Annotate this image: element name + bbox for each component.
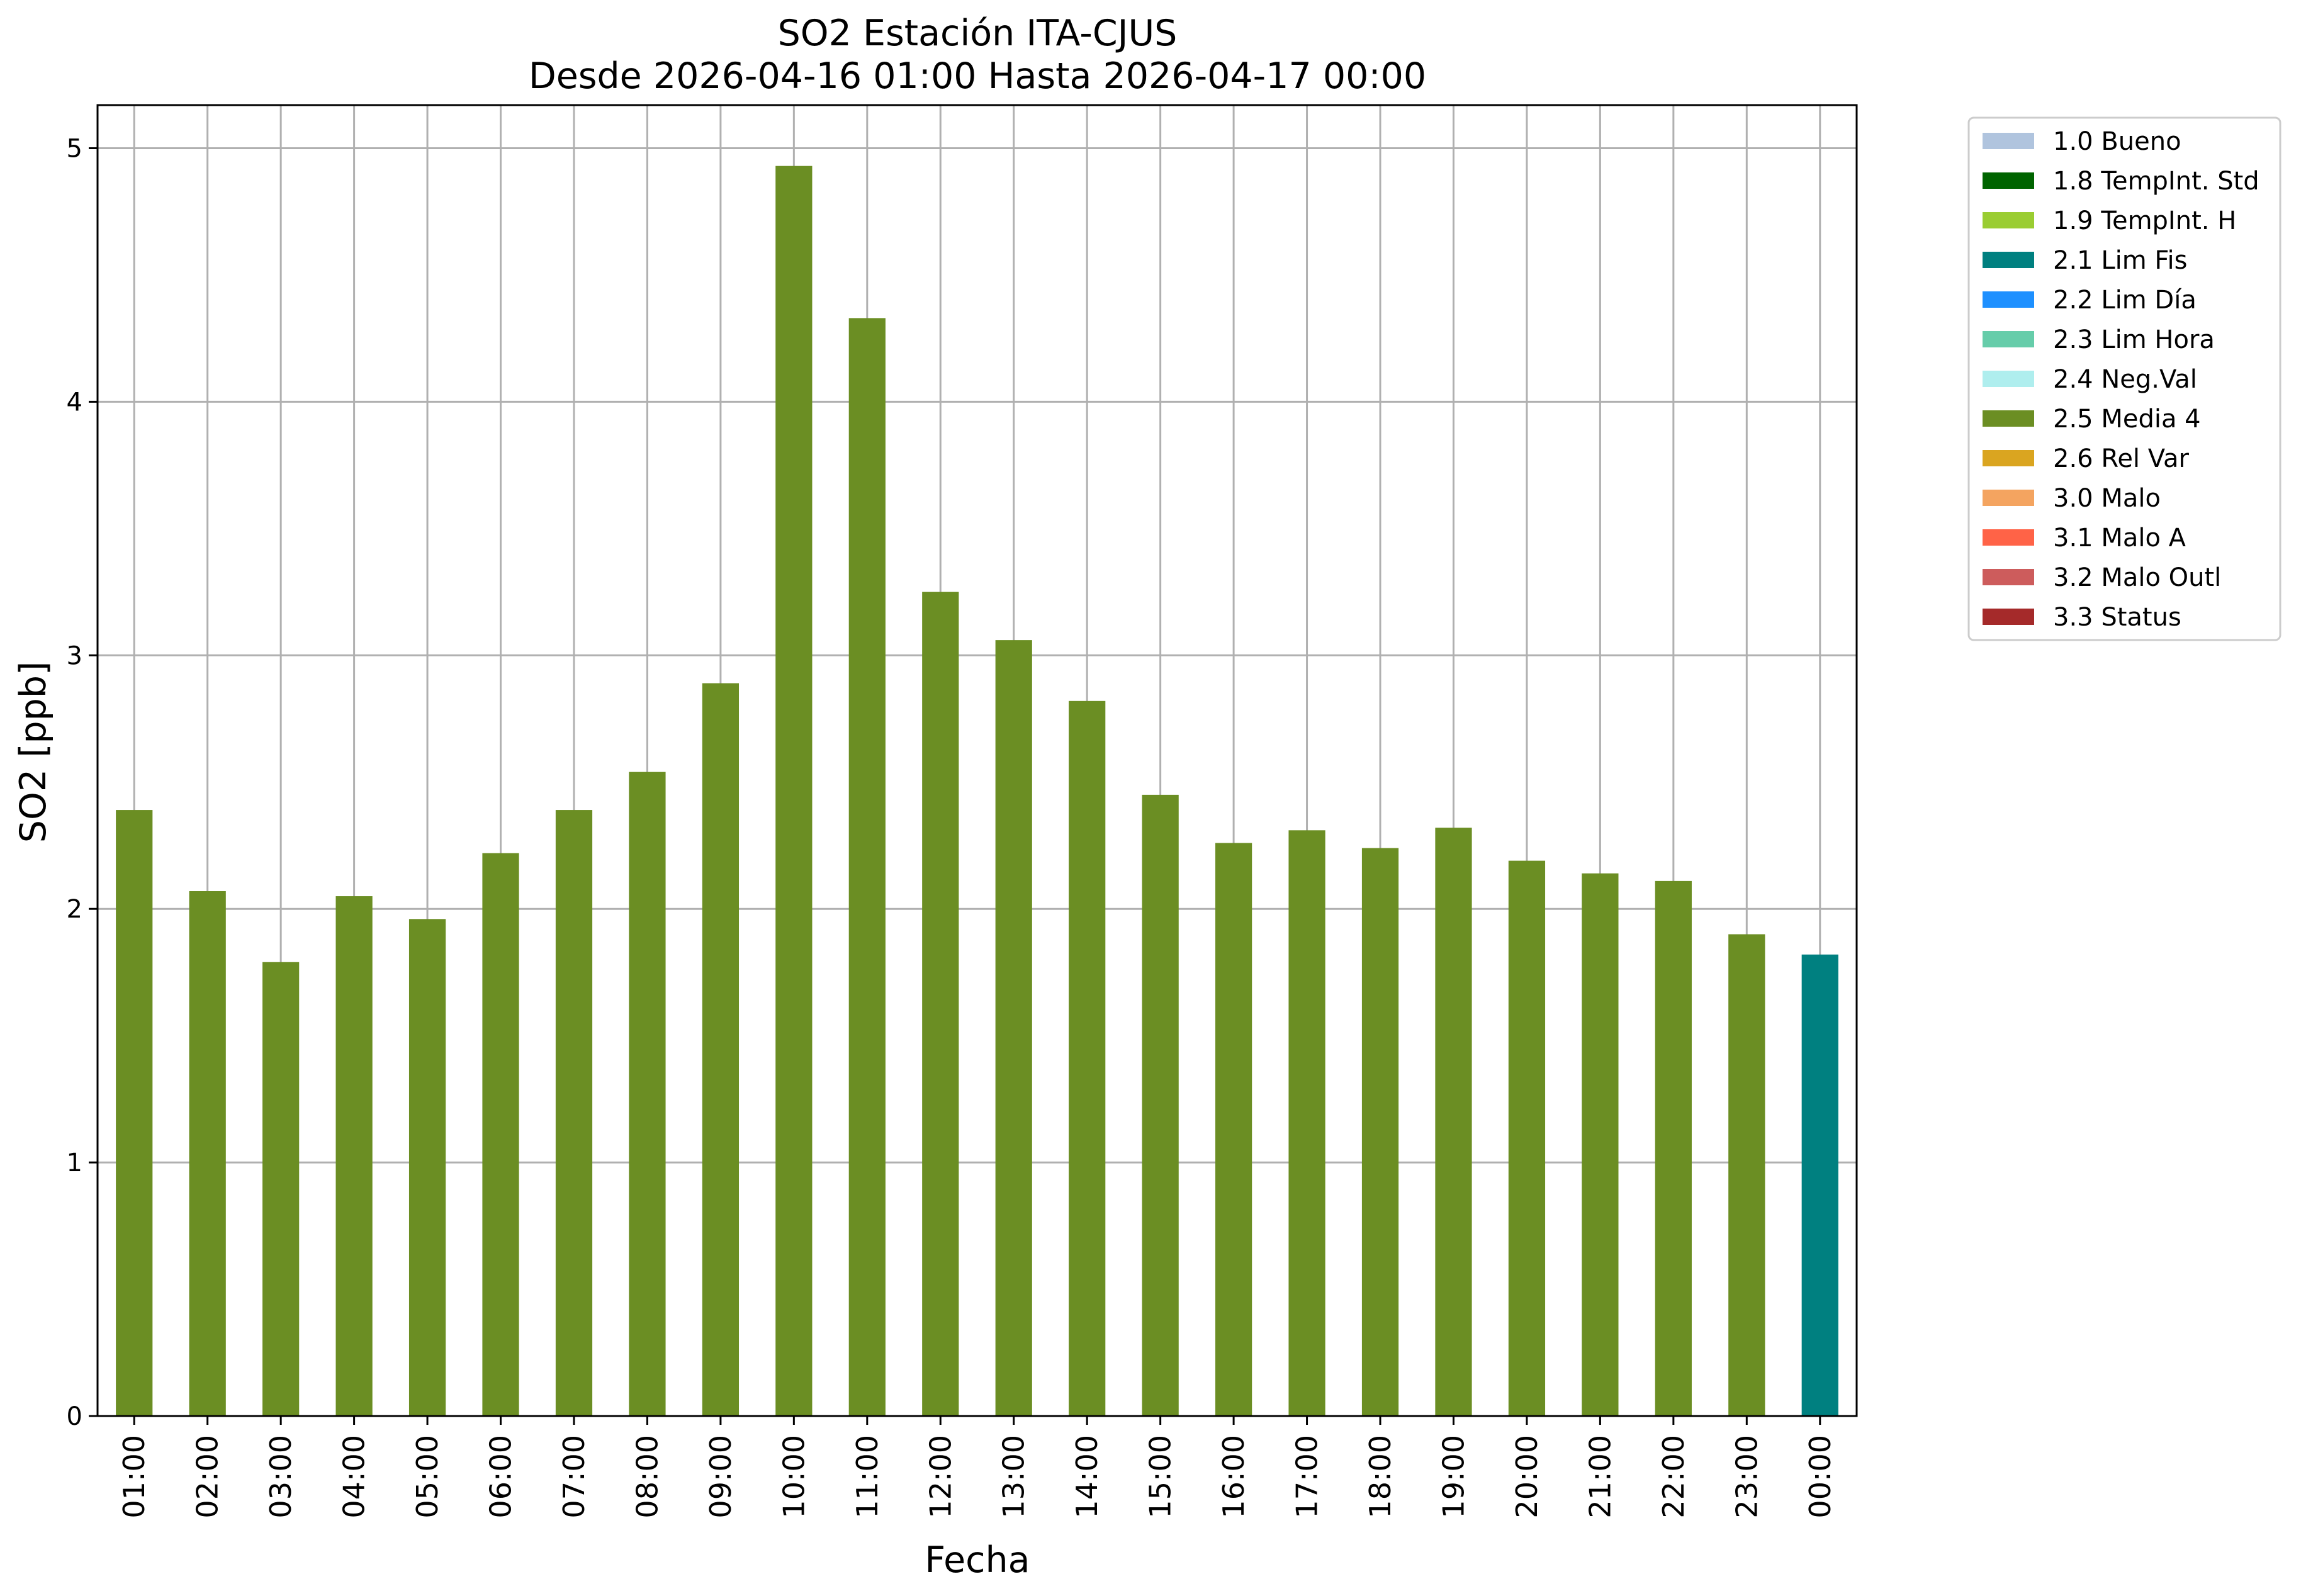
x-axis-ticks: 01:00 02:00 03:00 04:00 05:00 06:00 07:00 08:00… xyxy=(117,1416,1837,1519)
y-tick-label: 0 xyxy=(67,1402,82,1431)
bar-1700 xyxy=(1288,830,1325,1416)
legend-label: 3.1 Malo A xyxy=(2053,524,2186,553)
bar-0400 xyxy=(335,896,373,1416)
x-tick-label: 04:00 xyxy=(337,1435,371,1519)
x-tick-label: 16:00 xyxy=(1217,1435,1251,1519)
y-axis-label: SO2 [ppb] xyxy=(13,661,54,843)
legend-label: 2.2 Lim Día xyxy=(2053,286,2197,315)
legend-swatch xyxy=(1983,371,2034,387)
bar-2000 xyxy=(1508,860,1546,1416)
bar-2200 xyxy=(1655,880,1692,1416)
x-tick-label: 21:00 xyxy=(1583,1435,1617,1519)
legend-swatch xyxy=(1983,133,2034,149)
legend-swatch xyxy=(1983,331,2034,347)
bar-1600 xyxy=(1215,843,1252,1416)
x-tick-label: 22:00 xyxy=(1657,1435,1691,1519)
bar-0300 xyxy=(262,962,300,1416)
bar-2100 xyxy=(1582,873,1619,1416)
x-axis-label: Fecha xyxy=(925,1539,1030,1581)
legend-swatch xyxy=(1983,569,2034,585)
bar-1400 xyxy=(1069,700,1106,1416)
legend-swatch xyxy=(1983,291,2034,308)
x-tick-label: 19:00 xyxy=(1436,1435,1470,1519)
x-tick-label: 10:00 xyxy=(777,1435,811,1519)
x-tick-label: 15:00 xyxy=(1144,1435,1178,1519)
x-tick-label: 00:00 xyxy=(1803,1435,1837,1519)
legend-label: 2.4 Neg.Val xyxy=(2053,365,2197,394)
x-tick-label: 07:00 xyxy=(557,1435,591,1519)
legend-label: 1.8 TempInt. Std xyxy=(2053,167,2259,196)
legend-label: 3.3 Status xyxy=(2053,603,2181,632)
legend-swatch xyxy=(1983,172,2034,189)
bar-1300 xyxy=(995,640,1032,1417)
legend-swatch xyxy=(1983,490,2034,506)
legend-label: 2.5 Media 4 xyxy=(2053,405,2201,434)
legend-label: 3.0 Malo xyxy=(2053,484,2161,513)
legend-swatch xyxy=(1983,529,2034,546)
bar-0700 xyxy=(555,810,593,1416)
legend-swatch xyxy=(1983,212,2034,228)
x-tick-label: 05:00 xyxy=(410,1435,444,1519)
legend-label: 1.0 Bueno xyxy=(2053,127,2181,156)
y-tick-label: 3 xyxy=(67,641,82,670)
y-tick-label: 5 xyxy=(67,134,82,163)
bar-2300 xyxy=(1728,934,1765,1416)
x-tick-label: 06:00 xyxy=(484,1435,518,1519)
bar-0600 xyxy=(482,853,519,1416)
chart-title-line-1: SO2 Estación ITA-CJUS xyxy=(778,13,1178,54)
y-tick-label: 1 xyxy=(67,1149,82,1177)
x-tick-label: 18:00 xyxy=(1363,1435,1397,1519)
y-tick-label: 4 xyxy=(67,388,82,417)
x-tick-label: 02:00 xyxy=(191,1435,225,1519)
x-tick-label: 12:00 xyxy=(923,1435,957,1519)
x-tick-label: 14:00 xyxy=(1070,1435,1104,1519)
bar-1900 xyxy=(1435,828,1472,1416)
x-tick-label: 01:00 xyxy=(117,1435,151,1519)
legend-swatch xyxy=(1983,609,2034,625)
bars xyxy=(116,166,1838,1417)
bar-0800 xyxy=(629,772,666,1416)
bar-0900 xyxy=(702,683,740,1416)
bar-0200 xyxy=(189,891,226,1416)
bar-1000 xyxy=(775,166,813,1417)
bar-1800 xyxy=(1361,848,1399,1416)
legend-label: 2.3 Lim Hora xyxy=(2053,325,2215,354)
x-tick-label: 08:00 xyxy=(630,1435,664,1519)
legend-frame xyxy=(1967,116,2281,641)
legend-swatch xyxy=(1983,410,2034,427)
legend-label: 3.2 Malo Outl xyxy=(2053,563,2221,592)
bar-1200 xyxy=(922,592,959,1417)
legend-swatch xyxy=(1983,252,2034,268)
x-tick-label: 20:00 xyxy=(1510,1435,1544,1519)
plot-area-frame xyxy=(96,104,1858,1417)
legend-label: 2.1 Lim Fis xyxy=(2053,246,2187,275)
y-axis-ticks: 0 1 2 3 4 5 xyxy=(67,134,98,1431)
bar-0100 xyxy=(116,810,153,1416)
chart-title-line-2: Desde 2026-04-16 01:00 Hasta 2026-04-17 … xyxy=(529,55,1426,97)
x-tick-label: 11:00 xyxy=(850,1435,884,1519)
legend-items: 1.0 Bueno 1.8 TempInt. Std 1.9 TempInt. H 2… xyxy=(1983,127,2259,632)
x-tick-label: 17:00 xyxy=(1290,1435,1324,1519)
x-tick-label: 09:00 xyxy=(704,1435,738,1519)
x-tick-label: 13:00 xyxy=(997,1435,1031,1519)
legend-swatch xyxy=(1983,450,2034,466)
bar-1500 xyxy=(1142,794,1179,1416)
x-tick-label: 03:00 xyxy=(264,1435,298,1519)
bar-0000 xyxy=(1801,954,1838,1416)
legend-label: 2.6 Rel Var xyxy=(2053,444,2190,473)
legend: 1.0 Bueno 1.8 TempInt. Std 1.9 TempInt. H 2… xyxy=(1967,116,2281,641)
y-tick-label: 2 xyxy=(67,895,82,924)
x-tick-label: 23:00 xyxy=(1730,1435,1764,1519)
legend-label: 1.9 TempInt. H xyxy=(2053,206,2236,235)
bar-1100 xyxy=(848,318,886,1416)
bar-0500 xyxy=(408,919,446,1416)
